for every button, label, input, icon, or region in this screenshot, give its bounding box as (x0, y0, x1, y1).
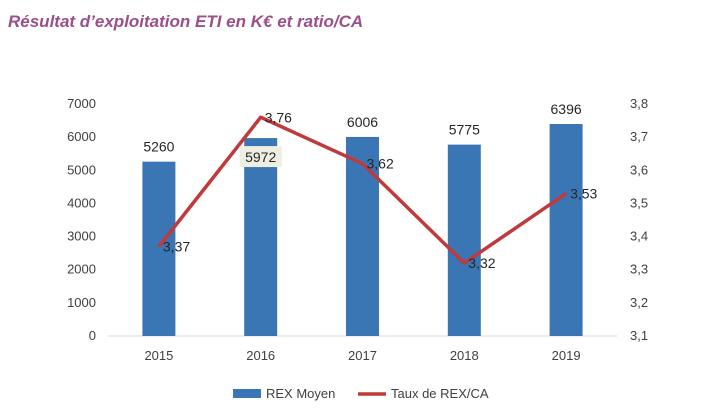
y-right-tick-label: 3,7 (630, 129, 648, 144)
y-left-tick-label: 3000 (67, 229, 96, 244)
y-left-tick-label: 5000 (67, 162, 96, 177)
y-right-tick-label: 3,6 (630, 162, 648, 177)
bar-rex-moyen (447, 144, 481, 336)
y-left-tick-label: 4000 (67, 195, 96, 210)
x-tick-label: 2019 (552, 348, 581, 363)
data-label-box (239, 146, 282, 168)
line-data-label: 3,32 (468, 255, 495, 271)
y-left-tick-label: 2000 (67, 262, 96, 277)
y-right-tick-label: 3,3 (630, 262, 648, 277)
legend-swatch-rex-moyen (233, 389, 261, 398)
line-data-label: 3,76 (265, 109, 292, 125)
bar-rex-moyen (244, 138, 278, 336)
x-tick-label: 2015 (144, 348, 173, 363)
bar-rex-moyen (549, 124, 583, 337)
y-left-tick-label: 7000 (67, 96, 96, 111)
y-left-tick-label: 0 (89, 328, 96, 343)
y-left-tick-label: 1000 (67, 295, 96, 310)
y-left-tick-label: 6000 (67, 129, 96, 144)
y-right-tick-label: 3,8 (630, 96, 648, 111)
legend-label-rex-moyen: REX Moyen (266, 386, 335, 401)
legend-label-taux-rex-ca: Taux de REX/CA (391, 386, 489, 401)
bar-data-label: 6006 (347, 114, 378, 130)
bar-data-label: 5972 (245, 149, 276, 165)
bar-data-label: 5260 (143, 139, 174, 155)
bar-rex-moyen (142, 161, 176, 336)
y-right-tick-label: 3,2 (630, 295, 648, 310)
chart-title: Résultat d’exploitation ETI en K€ et rat… (8, 12, 364, 31)
bar-data-label: 5775 (449, 122, 480, 138)
y-right-tick-label: 3,5 (630, 195, 648, 210)
y-right-tick-label: 3,4 (630, 229, 648, 244)
line-taux-rex-ca (157, 115, 568, 265)
line-data-label: 3,53 (570, 185, 597, 201)
bar-rex-moyen (346, 136, 379, 336)
bar-data-label: 6396 (551, 101, 582, 117)
x-tick-label: 2016 (246, 348, 275, 363)
x-tick-label: 2017 (348, 348, 377, 363)
x-tick-label: 2018 (450, 348, 479, 363)
line-data-label: 3,62 (367, 156, 394, 172)
line-data-label: 3,37 (163, 239, 190, 255)
y-right-tick-label: 3,1 (630, 328, 648, 343)
